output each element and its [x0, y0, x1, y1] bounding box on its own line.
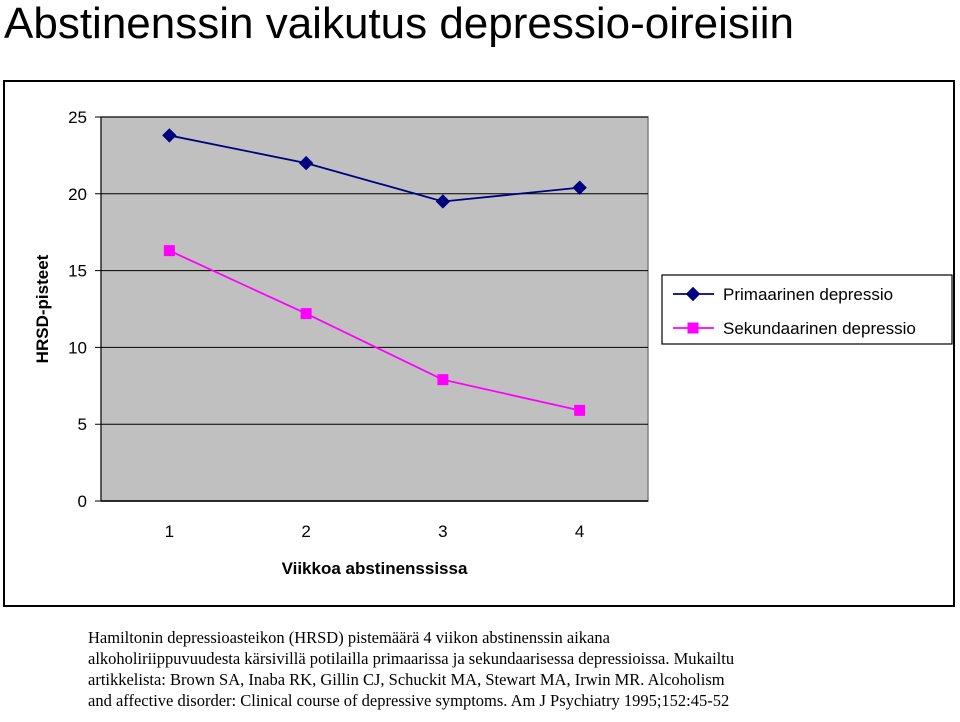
- secondary-point-week-1: [163, 245, 175, 257]
- y-tick-label: 15: [68, 262, 87, 281]
- series-line-2: [168, 249, 580, 412]
- secondary-point-week-2: [300, 308, 312, 320]
- legend-box: [661, 274, 953, 345]
- caption-line-3: artikkelista: Brown SA, Inaba RK, Gillin…: [88, 670, 725, 689]
- legend-marker-1: [685, 286, 701, 302]
- series-line-1: [169, 134, 580, 203]
- secondary-point-week-3: [437, 374, 449, 386]
- legend-marker-2: [687, 322, 699, 334]
- y-tick-label: 10: [68, 338, 87, 357]
- y-axis-title: HRSD-pisteet: [33, 254, 52, 363]
- figure-caption: Hamiltonin depressioasteikon (HRSD) pist…: [88, 627, 956, 711]
- x-tick-label: 3: [438, 522, 447, 541]
- y-tick-label: 5: [78, 415, 87, 434]
- caption-line-4: and affective disorder: Clinical course …: [88, 691, 730, 710]
- primary-point-week-1: [162, 128, 177, 143]
- chart-frame: 0 5 10 15 20 25 1 2 3 4 Viikkoa abstinenssissa HRSD…: [3, 80, 955, 607]
- x-tick-label: 2: [301, 522, 310, 541]
- x-tick-label: 4: [575, 522, 584, 541]
- secondary-point-week-4: [574, 404, 586, 416]
- x-tick-label: 1: [165, 522, 174, 541]
- y-tick-label: 20: [68, 185, 87, 204]
- primary-point-week-2: [298, 155, 314, 171]
- slide-title: Abstinenssin vaikutus depressio-oireisii…: [4, 0, 794, 48]
- y-tick-label: 0: [78, 492, 87, 511]
- y-tick-label: 25: [68, 108, 87, 127]
- caption-line-2: alkoholiriippuvuudesta kärsivillä potila…: [88, 649, 735, 668]
- line-chart: 0 5 10 15 20 25 1 2 3 4 Viikkoa abstinenssissa HRSD…: [33, 108, 953, 578]
- primary-point-week-3: [435, 194, 451, 209]
- legend-label-1: Primaarinen depressio: [723, 285, 893, 304]
- legend-label-2: Sekundaarinen depressio: [723, 319, 916, 338]
- x-axis-title: Viikkoa abstinenssissa: [282, 559, 468, 578]
- caption-line-1: Hamiltonin depressioasteikon (HRSD) pist…: [88, 628, 610, 647]
- plot-area: [100, 116, 649, 502]
- primary-point-week-4: [572, 180, 587, 195]
